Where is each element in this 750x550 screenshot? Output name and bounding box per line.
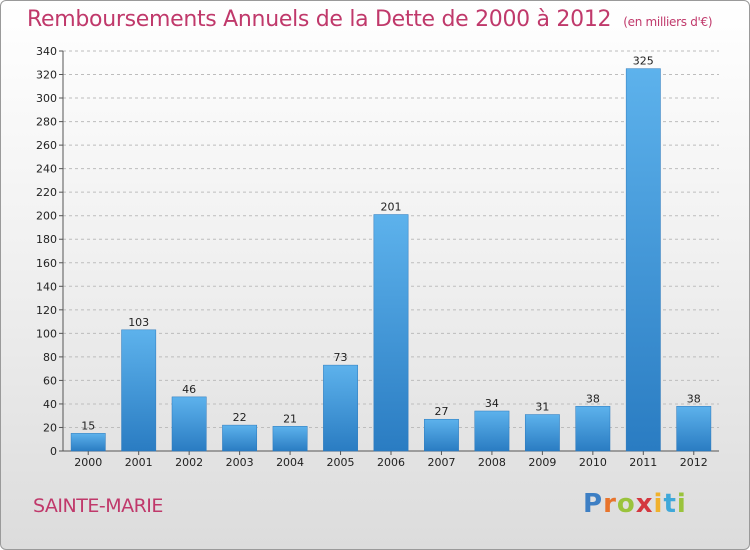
- y-tick-label: 20: [43, 421, 57, 434]
- bars: 15 103 46 22 21 73 201 27 34 31 38 325 38: [70, 55, 712, 452]
- x-tick-label-2000: 2000: [74, 456, 102, 469]
- bar-2006: [373, 214, 409, 452]
- bar-2007: [424, 418, 459, 452]
- x-tick-label-2012: 2012: [680, 456, 708, 469]
- chart-title-text: Remboursements Annuels de la Dette de 20…: [27, 7, 612, 32]
- y-tick-label: 0: [50, 445, 57, 458]
- y-tick-label: 340: [36, 45, 57, 58]
- y-tick-label: 300: [36, 92, 57, 105]
- data-label-2000: 15: [81, 419, 95, 432]
- bar-2010: [575, 406, 611, 452]
- y-tick-label: 140: [36, 280, 57, 293]
- data-label-2010: 38: [586, 392, 600, 405]
- y-tick-label: 320: [36, 69, 57, 82]
- bar-2011: [625, 68, 661, 452]
- data-label-2004: 21: [283, 412, 297, 425]
- chart-title: Remboursements Annuels de la Dette de 20…: [27, 7, 713, 32]
- y-tick-label: 40: [43, 398, 57, 411]
- bar-2001: [121, 329, 157, 452]
- x-tick-label-2008: 2008: [478, 456, 506, 469]
- y-tick-label: 280: [36, 116, 57, 129]
- data-label-2002: 46: [182, 383, 196, 396]
- x-tick-label-2003: 2003: [226, 456, 254, 469]
- bar-2005: [323, 364, 358, 452]
- x-tick-label-2004: 2004: [276, 456, 304, 469]
- data-label-2012: 38: [687, 392, 701, 405]
- y-tick-label: 260: [36, 139, 57, 152]
- y-tick-label: 240: [36, 163, 57, 176]
- data-label-2008: 34: [485, 397, 499, 410]
- y-tick-label: 200: [36, 210, 57, 223]
- data-label-2005: 73: [334, 351, 348, 364]
- bar-2009: [524, 414, 560, 452]
- x-tick-label-2010: 2010: [579, 456, 607, 469]
- y-tick-label: 80: [43, 351, 57, 364]
- proxiti-logo: Proxiti: [583, 489, 687, 519]
- y-tick-label: 100: [36, 327, 57, 340]
- bar-2004: [272, 426, 308, 452]
- y-tick-label: 220: [36, 186, 57, 199]
- y-tick-label: 60: [43, 374, 57, 387]
- y-tick-label: 120: [36, 304, 57, 317]
- bar-2012: [676, 406, 712, 452]
- x-tick-label-2009: 2009: [528, 456, 556, 469]
- chart-subtitle: (en milliers d'€): [623, 15, 713, 29]
- data-label-2011: 325: [633, 55, 654, 68]
- x-tick-label-2007: 2007: [427, 456, 455, 469]
- data-label-2001: 103: [128, 316, 149, 329]
- data-label-2006: 201: [381, 201, 402, 214]
- bar-2002: [171, 396, 207, 452]
- bar-2003: [222, 424, 258, 452]
- x-tick-label-2001: 2001: [125, 456, 153, 469]
- x-tick-label-2006: 2006: [377, 456, 405, 469]
- commune-name: SAINTE-MARIE: [33, 495, 163, 517]
- data-label-2007: 27: [434, 405, 448, 418]
- bar-2000: [70, 433, 106, 452]
- data-label-2003: 22: [233, 411, 247, 424]
- data-label-2009: 31: [535, 401, 549, 414]
- x-tick-label-2005: 2005: [327, 456, 355, 469]
- x-tick-label-2011: 2011: [629, 456, 657, 469]
- bar-2008: [474, 410, 510, 452]
- x-tick-label-2002: 2002: [175, 456, 203, 469]
- y-tick-label: 180: [36, 233, 57, 246]
- y-tick-label: 160: [36, 257, 57, 270]
